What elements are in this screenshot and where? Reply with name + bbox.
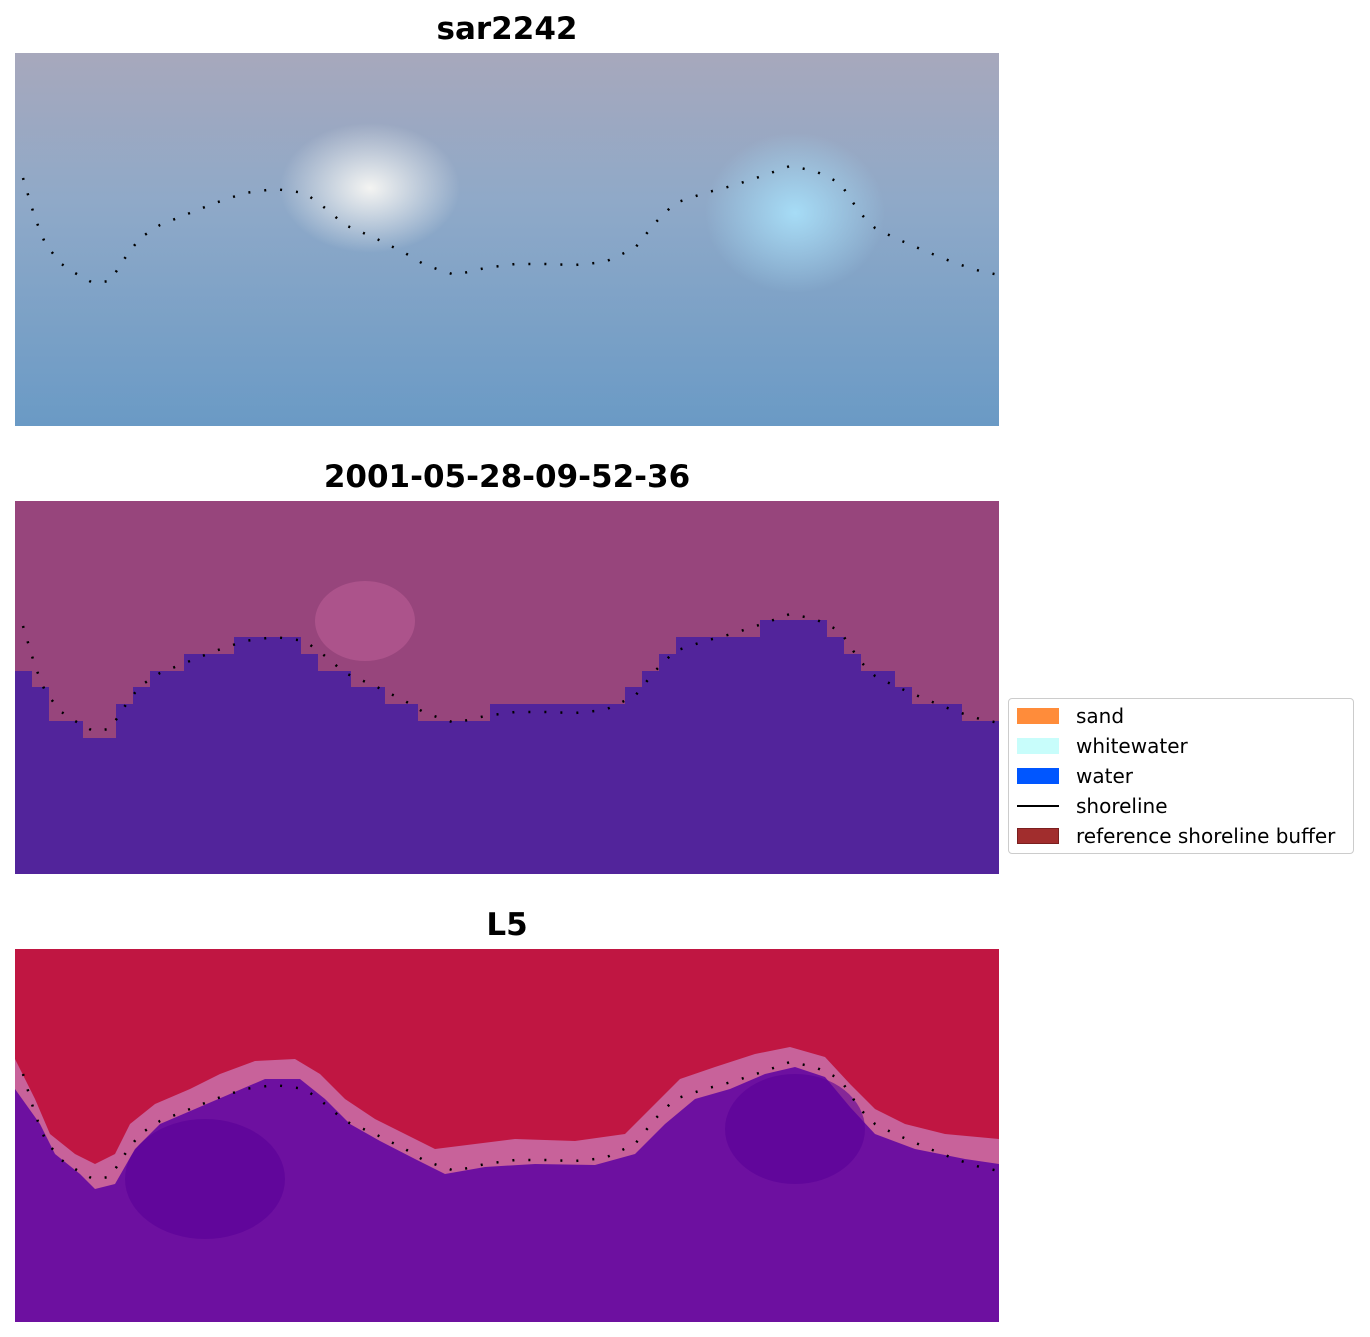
legend-swatch-water — [1017, 768, 1059, 784]
legend-swatch-sand — [1017, 708, 1059, 724]
legend: sand whitewater water shoreline referenc… — [1008, 698, 1354, 854]
legend-item-sand: sand — [1017, 701, 1124, 731]
legend-item-reference-buffer: reference shoreline buffer — [1017, 821, 1335, 851]
panel-title-classified: 2001-05-28-09-52-36 — [323, 459, 691, 495]
panel-title-rgb: sar2242 — [436, 11, 578, 47]
legend-item-water: water — [1017, 761, 1133, 791]
rgb-image-panel — [15, 53, 999, 426]
legend-item-whitewater: whitewater — [1017, 731, 1188, 761]
index-image-panel — [15, 949, 999, 1322]
panel-title-index: L5 — [486, 907, 528, 943]
legend-swatch-reference-buffer — [1017, 828, 1059, 844]
legend-swatch-whitewater — [1017, 738, 1059, 754]
legend-item-shoreline: shoreline — [1017, 791, 1168, 821]
legend-swatch-shoreline — [1017, 805, 1059, 807]
classified-image-panel — [15, 501, 999, 874]
